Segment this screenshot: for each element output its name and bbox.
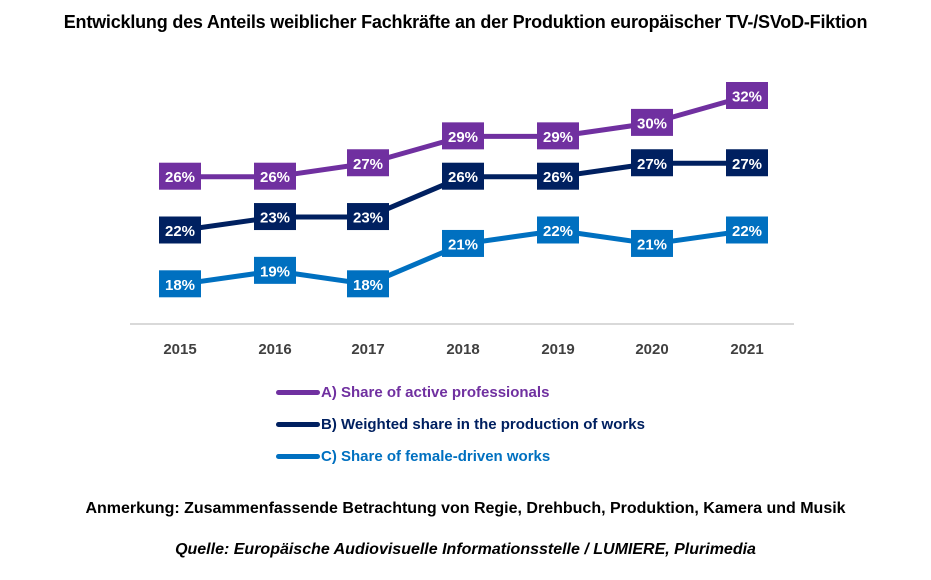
- data-label-box: [159, 162, 201, 190]
- data-point-1-2020: 30%: [631, 108, 673, 136]
- x-tick-label: 2020: [635, 341, 668, 358]
- data-label: 18%: [353, 277, 383, 294]
- data-label-box: [726, 216, 768, 244]
- data-point-3-2020: 21%: [631, 229, 673, 257]
- data-label: 27%: [637, 156, 667, 173]
- data-label-box: [537, 216, 579, 244]
- data-label-box: [254, 256, 296, 284]
- legend-item-1: A) Share of active professionals: [276, 376, 645, 408]
- data-label-box: [254, 203, 296, 231]
- data-point-3-2016: 19%: [254, 256, 296, 284]
- legend-line-icon: [276, 389, 320, 395]
- plot-area: 26% 26% 27% 29% 29% 30% 32% 22% 23% 23% 26% 26% 27% 2…: [130, 82, 794, 358]
- data-label: 21%: [448, 236, 478, 253]
- data-point-2-2016: 23%: [254, 203, 296, 231]
- data-label-box: [442, 162, 484, 190]
- data-label: 26%: [260, 169, 290, 186]
- data-point-2-2019: 26%: [537, 162, 579, 190]
- x-tick-label: 2016: [258, 341, 291, 358]
- data-label: 22%: [165, 223, 195, 240]
- data-label-box: [347, 149, 389, 177]
- data-point-3-2018: 21%: [442, 229, 484, 257]
- data-point-1-2021: 32%: [726, 82, 768, 109]
- chart-note: Anmerkung: Zusammenfassende Betrachtung …: [85, 500, 846, 517]
- data-label: 22%: [543, 223, 573, 240]
- data-point-3-2019: 22%: [537, 216, 579, 244]
- data-label: 26%: [448, 169, 478, 186]
- data-label-box: [631, 229, 673, 257]
- data-point-2-2015: 22%: [159, 216, 201, 244]
- data-point-3-2021: 22%: [726, 216, 768, 244]
- data-label-box: [631, 108, 673, 136]
- data-point-1-2018: 29%: [442, 122, 484, 150]
- data-label: 26%: [165, 169, 195, 186]
- data-label: 19%: [260, 263, 290, 280]
- legend-line-icon: [276, 421, 320, 427]
- chart-source: Quelle: Europäische Audiovisuelle Inform…: [175, 541, 756, 558]
- chart-title: Entwicklung des Anteils weiblicher Fachk…: [63, 12, 868, 32]
- x-tick-label: 2017: [351, 341, 384, 358]
- legend-label: B) Weighted share in the production of w…: [321, 415, 645, 433]
- data-point-3-2017: 18%: [347, 270, 389, 298]
- data-label-box: [347, 203, 389, 231]
- data-point-2-2021: 27%: [726, 149, 768, 177]
- legend-item-3: C) Share of female-driven works: [276, 440, 645, 472]
- data-point-3-2015: 18%: [159, 270, 201, 298]
- data-label: 27%: [353, 156, 383, 173]
- data-label-box: [631, 149, 673, 177]
- legend-item-2: B) Weighted share in the production of w…: [276, 408, 645, 440]
- data-label: 30%: [637, 115, 667, 132]
- data-label-box: [347, 270, 389, 298]
- data-label-box: [254, 162, 296, 190]
- data-point-1-2016: 26%: [254, 162, 296, 190]
- x-tick-label: 2015: [163, 341, 196, 358]
- legend-label: A) Share of active professionals: [321, 383, 550, 401]
- data-label-box: [159, 270, 201, 298]
- legend-label: C) Share of female-driven works: [321, 447, 551, 465]
- data-label-box: [726, 82, 768, 109]
- data-point-1-2015: 26%: [159, 162, 201, 190]
- data-point-1-2017: 27%: [347, 149, 389, 177]
- data-label-box: [726, 149, 768, 177]
- x-tick-label: 2021: [730, 341, 763, 358]
- data-label: 26%: [543, 169, 573, 186]
- legend: A) Share of active professionals B) Weigh…: [276, 376, 645, 472]
- data-point-2-2020: 27%: [631, 149, 673, 177]
- data-label: 23%: [260, 210, 290, 227]
- data-point-1-2019: 29%: [537, 122, 579, 150]
- x-tick-label: 2019: [541, 341, 574, 358]
- data-point-2-2017: 23%: [347, 203, 389, 231]
- x-tick-label: 2018: [446, 341, 479, 358]
- data-label: 22%: [732, 223, 762, 240]
- data-label: 21%: [637, 236, 667, 253]
- data-label: 27%: [732, 156, 762, 173]
- data-label-box: [442, 122, 484, 150]
- data-label-box: [442, 229, 484, 257]
- data-label-box: [537, 122, 579, 150]
- data-point-2-2018: 26%: [442, 162, 484, 190]
- data-label: 23%: [353, 210, 383, 227]
- data-label: 29%: [543, 129, 573, 146]
- data-label: 32%: [732, 89, 762, 106]
- data-label-box: [159, 216, 201, 244]
- data-label-box: [537, 162, 579, 190]
- legend-line-icon: [276, 453, 320, 459]
- data-label: 29%: [448, 129, 478, 146]
- data-label: 18%: [165, 277, 195, 294]
